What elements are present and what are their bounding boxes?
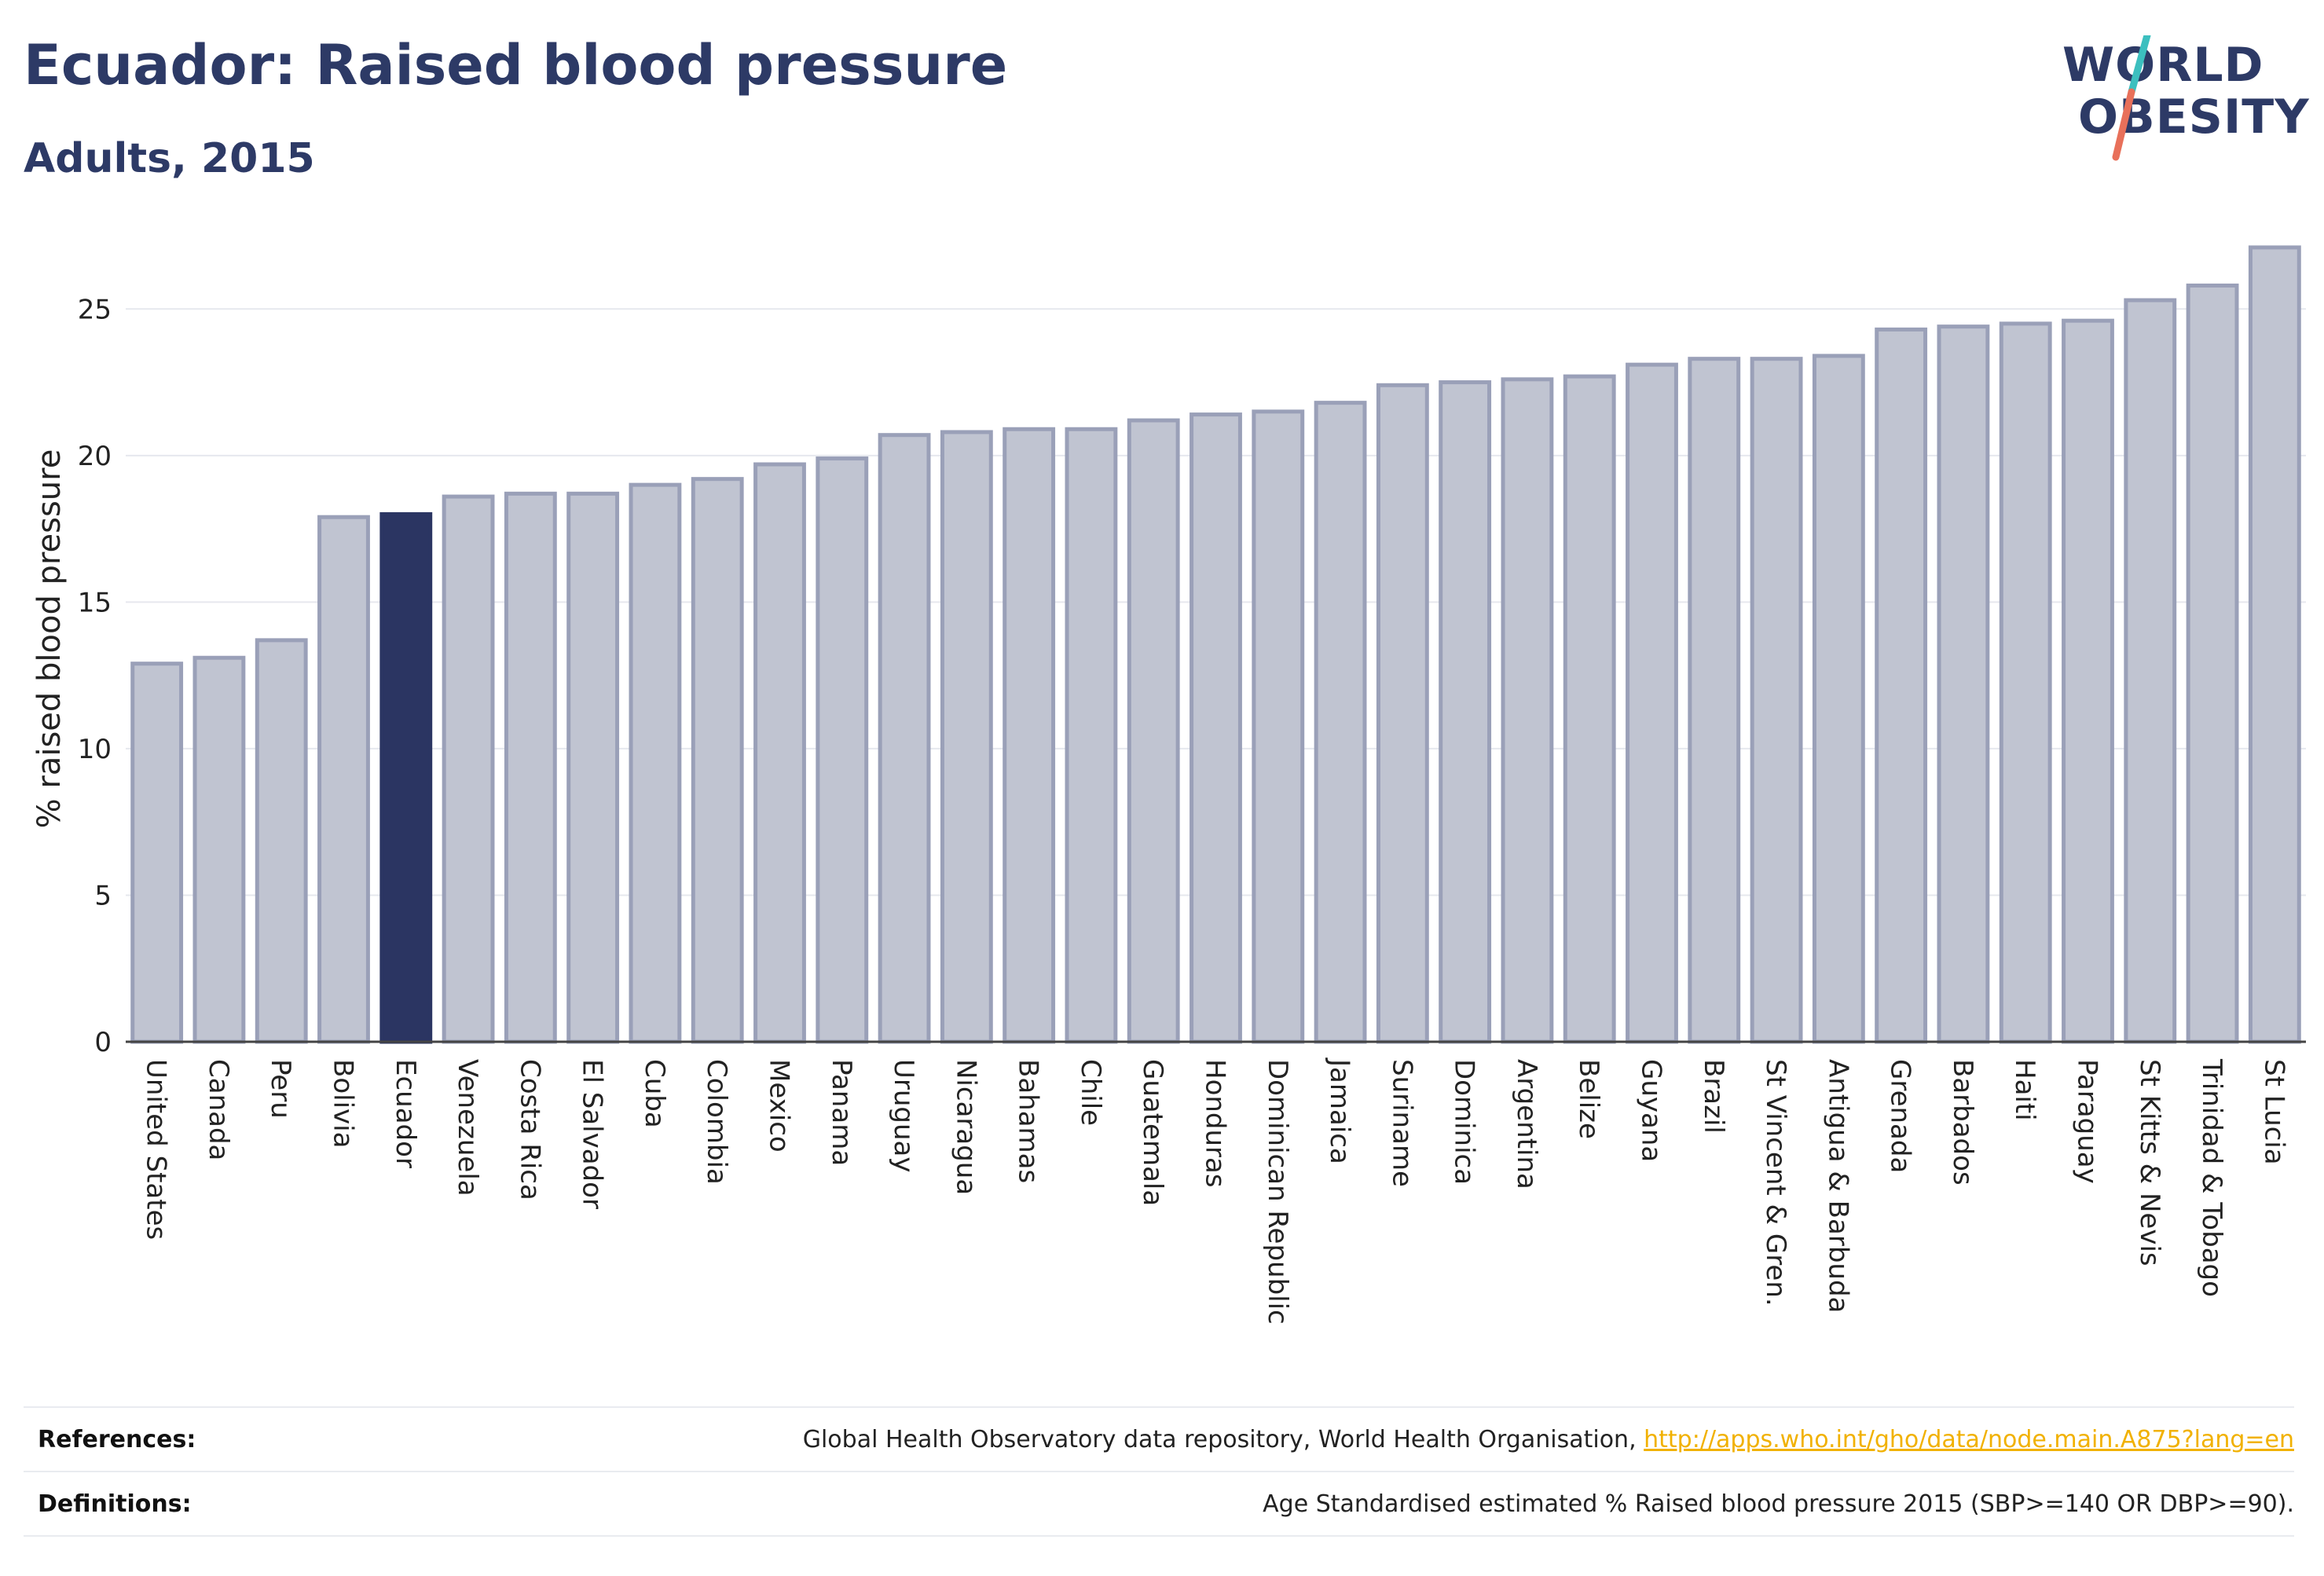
bar-guatemala <box>1127 418 1180 1044</box>
x-tick-label: Barbados <box>1947 1059 1978 1186</box>
references-text: Global Health Observatory data repositor… <box>803 1426 2294 1453</box>
references-label: References: <box>38 1426 196 1453</box>
bar-bolivia <box>317 515 370 1044</box>
bar-el-salvador <box>566 491 620 1044</box>
definitions-label: Definitions: <box>38 1490 192 1518</box>
x-tick-label: Uruguay <box>888 1059 919 1173</box>
bar-grenada <box>1875 327 1928 1044</box>
bar-bahamas <box>1003 427 1056 1044</box>
bar-ecuador <box>379 511 433 1044</box>
x-tick-label: Antigua & Barbuda <box>1822 1059 1853 1313</box>
x-tick-label: Colombia <box>701 1059 732 1185</box>
bar-dominica <box>1439 380 1492 1044</box>
bar-st-kitts-nevis <box>2124 298 2177 1044</box>
x-tick-label: Trinidad & Tobago <box>2196 1058 2227 1297</box>
bar-dominican-republic <box>1252 409 1305 1044</box>
bar-cuba <box>629 482 682 1044</box>
x-tick-label: Bolivia <box>328 1059 359 1148</box>
bar-peru <box>255 638 308 1044</box>
chart-subtitle: Adults, 2015 <box>24 135 315 182</box>
logo-slash-icon <box>2112 35 2151 161</box>
chart-title: Ecuador: Raised blood pressure <box>24 33 1008 97</box>
x-tick-label: Grenada <box>1885 1059 1916 1173</box>
x-tick-label: Brazil <box>1698 1059 1729 1134</box>
bar-belize <box>1563 374 1616 1044</box>
y-tick-label: 20 <box>78 441 112 472</box>
x-tick-label: Nicaragua <box>950 1059 981 1195</box>
bar-panama <box>816 456 869 1044</box>
bar-antigua-barbuda <box>1812 354 1865 1044</box>
x-tick-label: St Vincent & Gren. <box>1760 1059 1791 1307</box>
x-tick-label: St Kitts & Nevis <box>2134 1059 2165 1266</box>
x-tick-label: Guatemala <box>1137 1059 1168 1206</box>
bar-guyana <box>1626 362 1678 1044</box>
references-row: References: Global Health Observatory da… <box>24 1426 2294 1457</box>
bar-haiti <box>1999 321 2052 1044</box>
definitions-text: Age Standardised estimated % Raised bloo… <box>1263 1490 2294 1518</box>
x-tick-label: Paraguay <box>2072 1059 2103 1184</box>
logo-word-world: WORLD <box>2062 38 2264 93</box>
y-tick-label: 15 <box>78 587 112 618</box>
bar-mexico <box>753 462 806 1044</box>
x-tick-label: Honduras <box>1200 1059 1231 1188</box>
x-tick-label: Haiti <box>2009 1059 2040 1121</box>
x-tick-label: Costa Rica <box>514 1059 545 1200</box>
y-axis-label: % raised blood pressure <box>31 449 68 829</box>
bar-paraguay <box>2062 318 2114 1044</box>
x-tick-label: Venezuela <box>452 1059 483 1197</box>
bar-barbados <box>1937 324 1990 1044</box>
x-tick-label: United States <box>141 1059 172 1240</box>
x-tick-label: Suriname <box>1386 1059 1417 1187</box>
bar-st-vincent-gren- <box>1750 357 1803 1044</box>
world-obesity-logo: WORLD OBESITY <box>2055 35 2309 169</box>
bar-suriname <box>1376 383 1429 1044</box>
x-tick-label: Cuba <box>639 1059 670 1128</box>
bar-venezuela <box>442 494 495 1044</box>
x-tick-label: Bahamas <box>1013 1059 1044 1183</box>
x-tick-label: El Salvador <box>577 1059 608 1209</box>
bar-st-lucia <box>2248 245 2301 1044</box>
y-tick-label: 5 <box>94 880 112 911</box>
x-tick-label: Ecuador <box>390 1059 421 1168</box>
x-tick-label: Canada <box>203 1059 234 1160</box>
x-tick-label: Chile <box>1075 1059 1106 1126</box>
references-source: Global Health Observatory data repositor… <box>802 1426 1644 1453</box>
bar-chile <box>1065 427 1118 1044</box>
footer-divider-middle <box>24 1471 2294 1472</box>
x-tick-label: Belize <box>1573 1059 1604 1139</box>
bar-honduras <box>1189 412 1242 1044</box>
x-tick-label: Mexico <box>764 1059 795 1153</box>
x-tick-label: Dominican Republic <box>1262 1059 1293 1325</box>
x-tick-label: St Lucia <box>2258 1059 2289 1165</box>
x-tick-label: Peru <box>265 1059 296 1119</box>
y-tick-label: 0 <box>94 1027 112 1058</box>
bar-uruguay <box>878 433 931 1044</box>
bar-colombia <box>691 477 744 1044</box>
bar-costa-rica <box>504 491 557 1044</box>
logo-word-obesity: OBESITY <box>2078 90 2310 145</box>
bar-jamaica <box>1314 401 1367 1044</box>
references-link[interactable]: http://apps.who.int/gho/data/node.main.A… <box>1644 1426 2294 1453</box>
footer-divider-bottom <box>24 1535 2294 1537</box>
y-tick-label: 10 <box>78 734 112 765</box>
x-tick-label: Dominica <box>1449 1059 1480 1185</box>
y-tick-label: 25 <box>78 294 112 325</box>
bar-trinidad-tobago <box>2186 283 2239 1044</box>
bar-chart: 0 5 10 15 20 25 % raised blood pressure United … <box>31 245 2306 1325</box>
footer-divider-top <box>24 1406 2294 1408</box>
bar-united-states <box>130 662 184 1044</box>
x-tick-label: Guyana <box>1636 1059 1667 1162</box>
x-tick-label: Jamaica <box>1324 1057 1355 1164</box>
definitions-row: Definitions: Age Standardised estimated … <box>24 1490 2294 1522</box>
bar-brazil <box>1688 357 1741 1044</box>
bar-nicaragua <box>940 430 993 1044</box>
bar-argentina <box>1501 377 1554 1044</box>
x-tick-label: Panama <box>826 1059 857 1166</box>
x-tick-label: Argentina <box>1511 1059 1542 1189</box>
bar-canada <box>192 655 246 1044</box>
